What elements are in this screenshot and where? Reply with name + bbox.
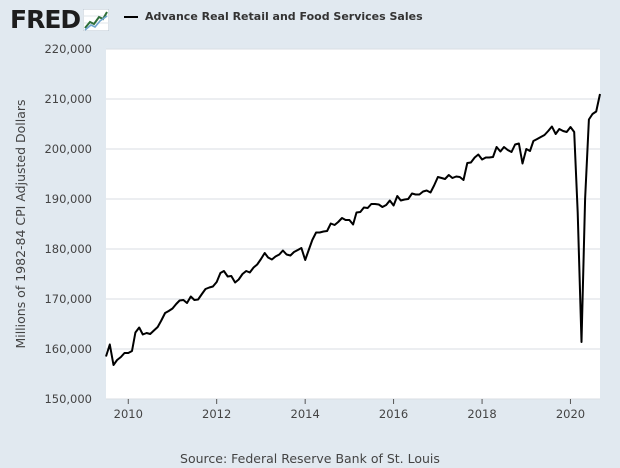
chart-legend: Advance Real Retail and Food Services Sa… — [124, 10, 423, 23]
chart-line-icon — [83, 9, 110, 31]
y-tick-label: 150,000 — [44, 392, 92, 406]
x-tick-label: 2012 — [202, 407, 231, 421]
source-note: Source: Federal Reserve Bank of St. Loui… — [180, 451, 440, 466]
y-tick-label: 170,000 — [44, 292, 92, 306]
y-tick-label: 180,000 — [44, 242, 92, 256]
fred-logo[interactable]: FRED — [10, 5, 110, 35]
series-line — [105, 93, 601, 366]
legend-line-swatch — [124, 15, 138, 18]
y-tick-label: 160,000 — [44, 342, 92, 356]
x-tick-label: 2014 — [291, 407, 320, 421]
y-tick-label: 220,000 — [44, 42, 92, 56]
x-tick-label: 2020 — [556, 407, 585, 421]
legend-series-label: Advance Real Retail and Food Services Sa… — [145, 10, 423, 23]
x-tick-label: 2016 — [379, 407, 408, 421]
y-tick-label: 190,000 — [44, 192, 92, 206]
y-axis-label: Millions of 1982-84 CPI Adjusted Dollars — [13, 99, 28, 348]
logo-text: FRED — [10, 5, 81, 34]
x-tick-label: 2018 — [467, 407, 496, 421]
x-tick-label: 2010 — [114, 407, 143, 421]
y-tick-label: 210,000 — [44, 92, 92, 106]
y-tick-label: 200,000 — [44, 142, 92, 156]
